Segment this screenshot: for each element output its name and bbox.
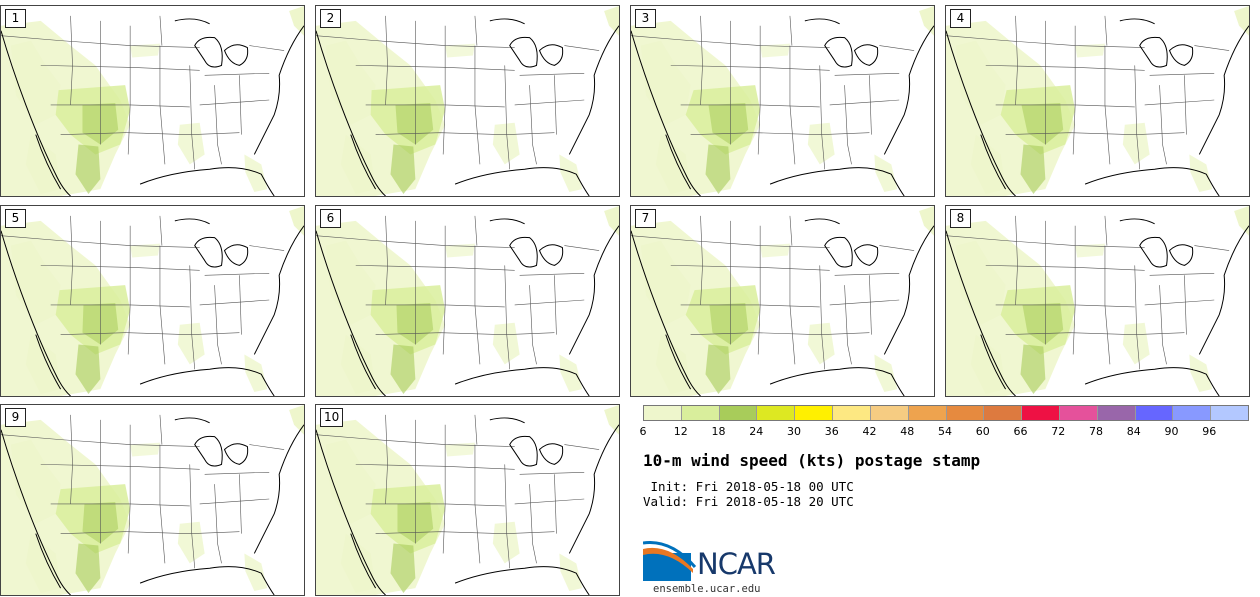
colorbar-tick-label: 54: [938, 425, 952, 438]
colorbar-tick-label: 60: [975, 425, 990, 438]
colorbar-tick-label: 66: [1013, 425, 1028, 438]
valid-time: Valid: Fri 2018-05-18 20 UTC: [643, 494, 854, 509]
colorbar-segment: [1173, 406, 1212, 420]
conus-map: [316, 405, 619, 595]
colorbar-tick-label: 18: [711, 425, 726, 438]
chart-title: 10-m wind speed (kts) postage stamp: [643, 451, 981, 470]
colorbar-segment: [833, 406, 871, 420]
colorbar-tick-label: 78: [1089, 425, 1103, 438]
conus-map: [946, 6, 1249, 196]
map-panel[interactable]: 4: [945, 5, 1250, 197]
colorbar-segment: [757, 406, 796, 420]
conus-map: [1, 206, 304, 396]
colorbar-ticks: 6 12 18 24 30 36 42 48 54 60 66 72 78 84 90 96: [639, 425, 1247, 439]
colorbar-tick-label: 72: [1051, 425, 1066, 438]
init-time: Init: Fri 2018-05-18 00 UTC: [643, 479, 854, 494]
colorbar-segment: [644, 406, 682, 420]
colorbar-tick-label: 24: [749, 425, 764, 438]
colorbar-segment: [946, 406, 985, 420]
colorbar-segment: [1135, 406, 1174, 420]
member-label: 2: [320, 9, 341, 28]
member-label: 4: [950, 9, 971, 28]
colorbar-segment: [719, 406, 758, 420]
member-label: 6: [320, 209, 341, 228]
website-link[interactable]: ensemble.ucar.edu: [653, 583, 761, 595]
member-label: 9: [5, 408, 26, 427]
colorbar-tick-label: 12: [673, 425, 688, 438]
map-panel[interactable]: 1: [0, 5, 305, 197]
map-panel[interactable]: 2: [315, 5, 620, 197]
colorbar-tick-label: 36: [824, 425, 839, 438]
colorbar-segment: [1022, 406, 1060, 420]
colorbar-tick-label: 30: [787, 425, 801, 438]
member-label: 7: [635, 209, 656, 228]
map-panel[interactable]: 8: [945, 205, 1250, 397]
map-panel[interactable]: 9: [0, 404, 305, 596]
colorbar-segment: [681, 406, 720, 420]
colorbar-segment: [908, 406, 947, 420]
conus-map: [631, 6, 934, 196]
colorbar-tick-label: 42: [862, 425, 877, 438]
conus-map: [316, 206, 619, 396]
member-label: 1: [5, 9, 26, 28]
colorbar-segment: [795, 406, 834, 420]
colorbar-segment: [1211, 406, 1248, 420]
map-panel[interactable]: 6: [315, 205, 620, 397]
colorbar-segment: [984, 406, 1023, 420]
map-panel[interactable]: 3: [630, 5, 935, 197]
colorbar-tick-label: 84: [1126, 425, 1141, 438]
ncar-logo-text: NCAR: [697, 547, 776, 581]
member-label: 8: [950, 209, 971, 228]
colorbar-tick-label: 6: [639, 425, 647, 438]
map-panel[interactable]: 7: [630, 205, 935, 397]
colorbar-segment: [1097, 406, 1136, 420]
conus-map: [631, 206, 934, 396]
conus-map: [1, 405, 304, 595]
colorbar-tick-label: 90: [1164, 425, 1179, 438]
map-panel[interactable]: 5: [0, 205, 305, 397]
colorbar-segment: [1059, 406, 1098, 420]
member-label: 5: [5, 209, 26, 228]
colorbar: [643, 405, 1249, 421]
map-panel[interactable]: 10: [315, 404, 620, 596]
conus-map: [316, 6, 619, 196]
member-label: 3: [635, 9, 656, 28]
colorbar-segment: [870, 406, 909, 420]
colorbar-tick-label: 48: [900, 425, 915, 438]
conus-map: [946, 206, 1249, 396]
member-label: 10: [320, 408, 344, 427]
conus-map: [1, 6, 304, 196]
colorbar-tick-label: 96: [1202, 425, 1217, 438]
ncar-logo-icon: [643, 541, 697, 581]
